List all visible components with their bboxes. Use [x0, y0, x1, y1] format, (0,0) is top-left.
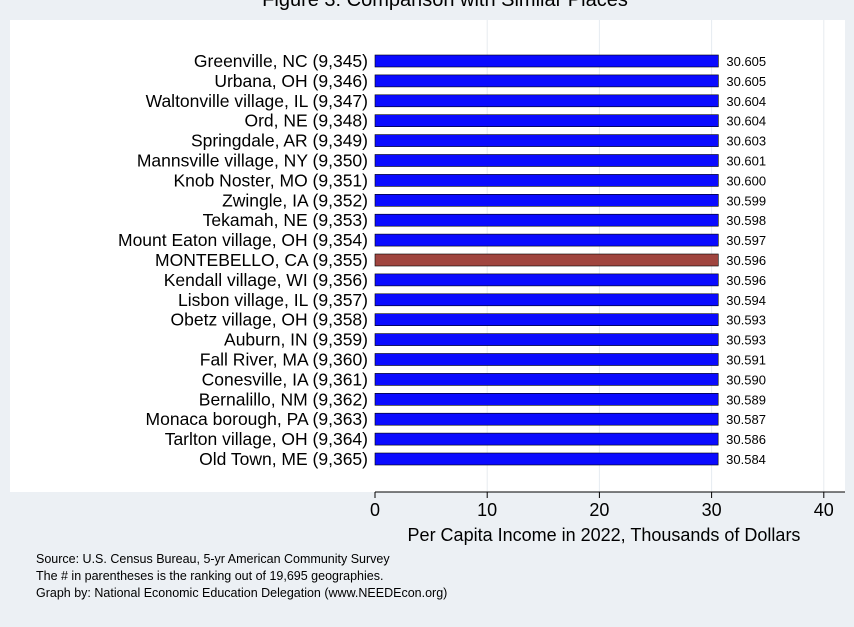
value-label: 30.589 [726, 392, 766, 407]
value-label: 30.590 [726, 372, 766, 387]
x-tick-label: 20 [589, 500, 609, 520]
bar [374, 432, 719, 446]
value-labels: 30.605 30.605 30.604 30.604 30.603 30.601 30.6… [726, 54, 766, 467]
value-label: 30.593 [726, 313, 766, 328]
value-label: 30.587 [726, 412, 766, 427]
value-label: 30.597 [726, 233, 766, 248]
bar [374, 293, 719, 307]
category-label: Conesville, IA (9,361) [202, 369, 368, 389]
category-label: Obetz village, OH (9,358) [171, 310, 368, 330]
category-label: Kendall village, WI (9,356) [164, 270, 368, 290]
value-label: 30.598 [726, 213, 766, 228]
footnotes: Source: U.S. Census Bureau, 5-yr America… [36, 551, 447, 602]
bar [374, 333, 719, 346]
bar [374, 174, 719, 187]
category-label: Bernalillo, NM (9,362) [199, 389, 368, 409]
category-label: Auburn, IN (9,359) [224, 330, 368, 350]
value-label: 30.604 [726, 114, 766, 129]
category-label: Lisbon village, IL (9,357) [178, 290, 368, 310]
bar [374, 353, 719, 366]
source-note: Source: U.S. Census Bureau, 5-yr America… [36, 552, 390, 566]
bar [374, 114, 719, 127]
category-label: Mannsville village, NY (9,350) [137, 151, 368, 171]
x-tick-label: 10 [477, 500, 497, 520]
category-label: Urbana, OH (9,346) [214, 71, 368, 91]
bar [374, 134, 719, 147]
bar [374, 313, 719, 327]
credit-note: Graph by: National Economic Education De… [36, 586, 448, 600]
bar [374, 273, 719, 287]
x-tick-label: 40 [814, 500, 834, 520]
value-label: 30.604 [726, 94, 766, 109]
bar [374, 412, 719, 426]
category-label: Greenville, NC (9,345) [194, 51, 368, 71]
value-label: 30.584 [726, 452, 766, 467]
value-label: 30.605 [726, 54, 766, 69]
category-label: Knob Noster, MO (9,351) [173, 170, 368, 190]
category-label: Tekamah, NE (9,353) [203, 210, 368, 230]
bar [374, 213, 719, 227]
value-label: 30.605 [726, 74, 766, 89]
bars [374, 54, 719, 466]
category-label: Waltonville village, IL (9,347) [146, 91, 368, 111]
value-label: 30.601 [726, 154, 766, 169]
category-label: Monaca borough, PA (9,363) [146, 409, 368, 429]
value-label: 30.591 [726, 353, 766, 368]
category-label: Fall River, MA (9,360) [200, 350, 368, 370]
bar-highlighted [374, 253, 719, 267]
category-labels: Greenville, NC (9,345)Urbana, OH (9,346)… [118, 51, 368, 469]
category-label: MONTEBELLO, CA (9,355) [155, 250, 368, 270]
x-tick-label: 0 [370, 500, 380, 520]
x-tick-label: 30 [702, 500, 722, 520]
value-label: 30.596 [726, 273, 766, 288]
bar [374, 54, 719, 68]
category-label: Zwingle, IA (9,352) [222, 190, 368, 210]
value-label: 30.600 [726, 173, 766, 188]
category-label: Mount Eaton village, OH (9,354) [118, 230, 368, 250]
bar [374, 452, 719, 466]
chart-title: Figure 3: Comparison with Similar Places [262, 0, 628, 11]
category-label: Old Town, ME (9,365) [199, 449, 368, 469]
category-label: Springdale, AR (9,349) [191, 131, 368, 151]
bar [374, 94, 719, 108]
x-axis-label: Per Capita Income in 2022, Thousands of … [408, 525, 801, 545]
bar [374, 392, 719, 406]
value-label: 30.594 [726, 293, 766, 308]
category-label: Tarlton village, OH (9,364) [165, 429, 368, 449]
bar [374, 194, 719, 207]
ranking-note: The # in parentheses is the ranking out … [36, 569, 384, 583]
bar [374, 373, 719, 386]
value-label: 30.603 [726, 134, 766, 149]
bar [374, 74, 719, 88]
value-label: 30.586 [726, 432, 766, 447]
bar [374, 233, 719, 247]
x-axis-ticks: 0 10 20 30 40 [370, 492, 834, 520]
category-label: Ord, NE (9,348) [244, 111, 368, 131]
value-label: 30.599 [726, 193, 766, 208]
bar [374, 154, 719, 167]
value-label: 30.596 [726, 253, 766, 268]
value-label: 30.593 [726, 333, 766, 348]
